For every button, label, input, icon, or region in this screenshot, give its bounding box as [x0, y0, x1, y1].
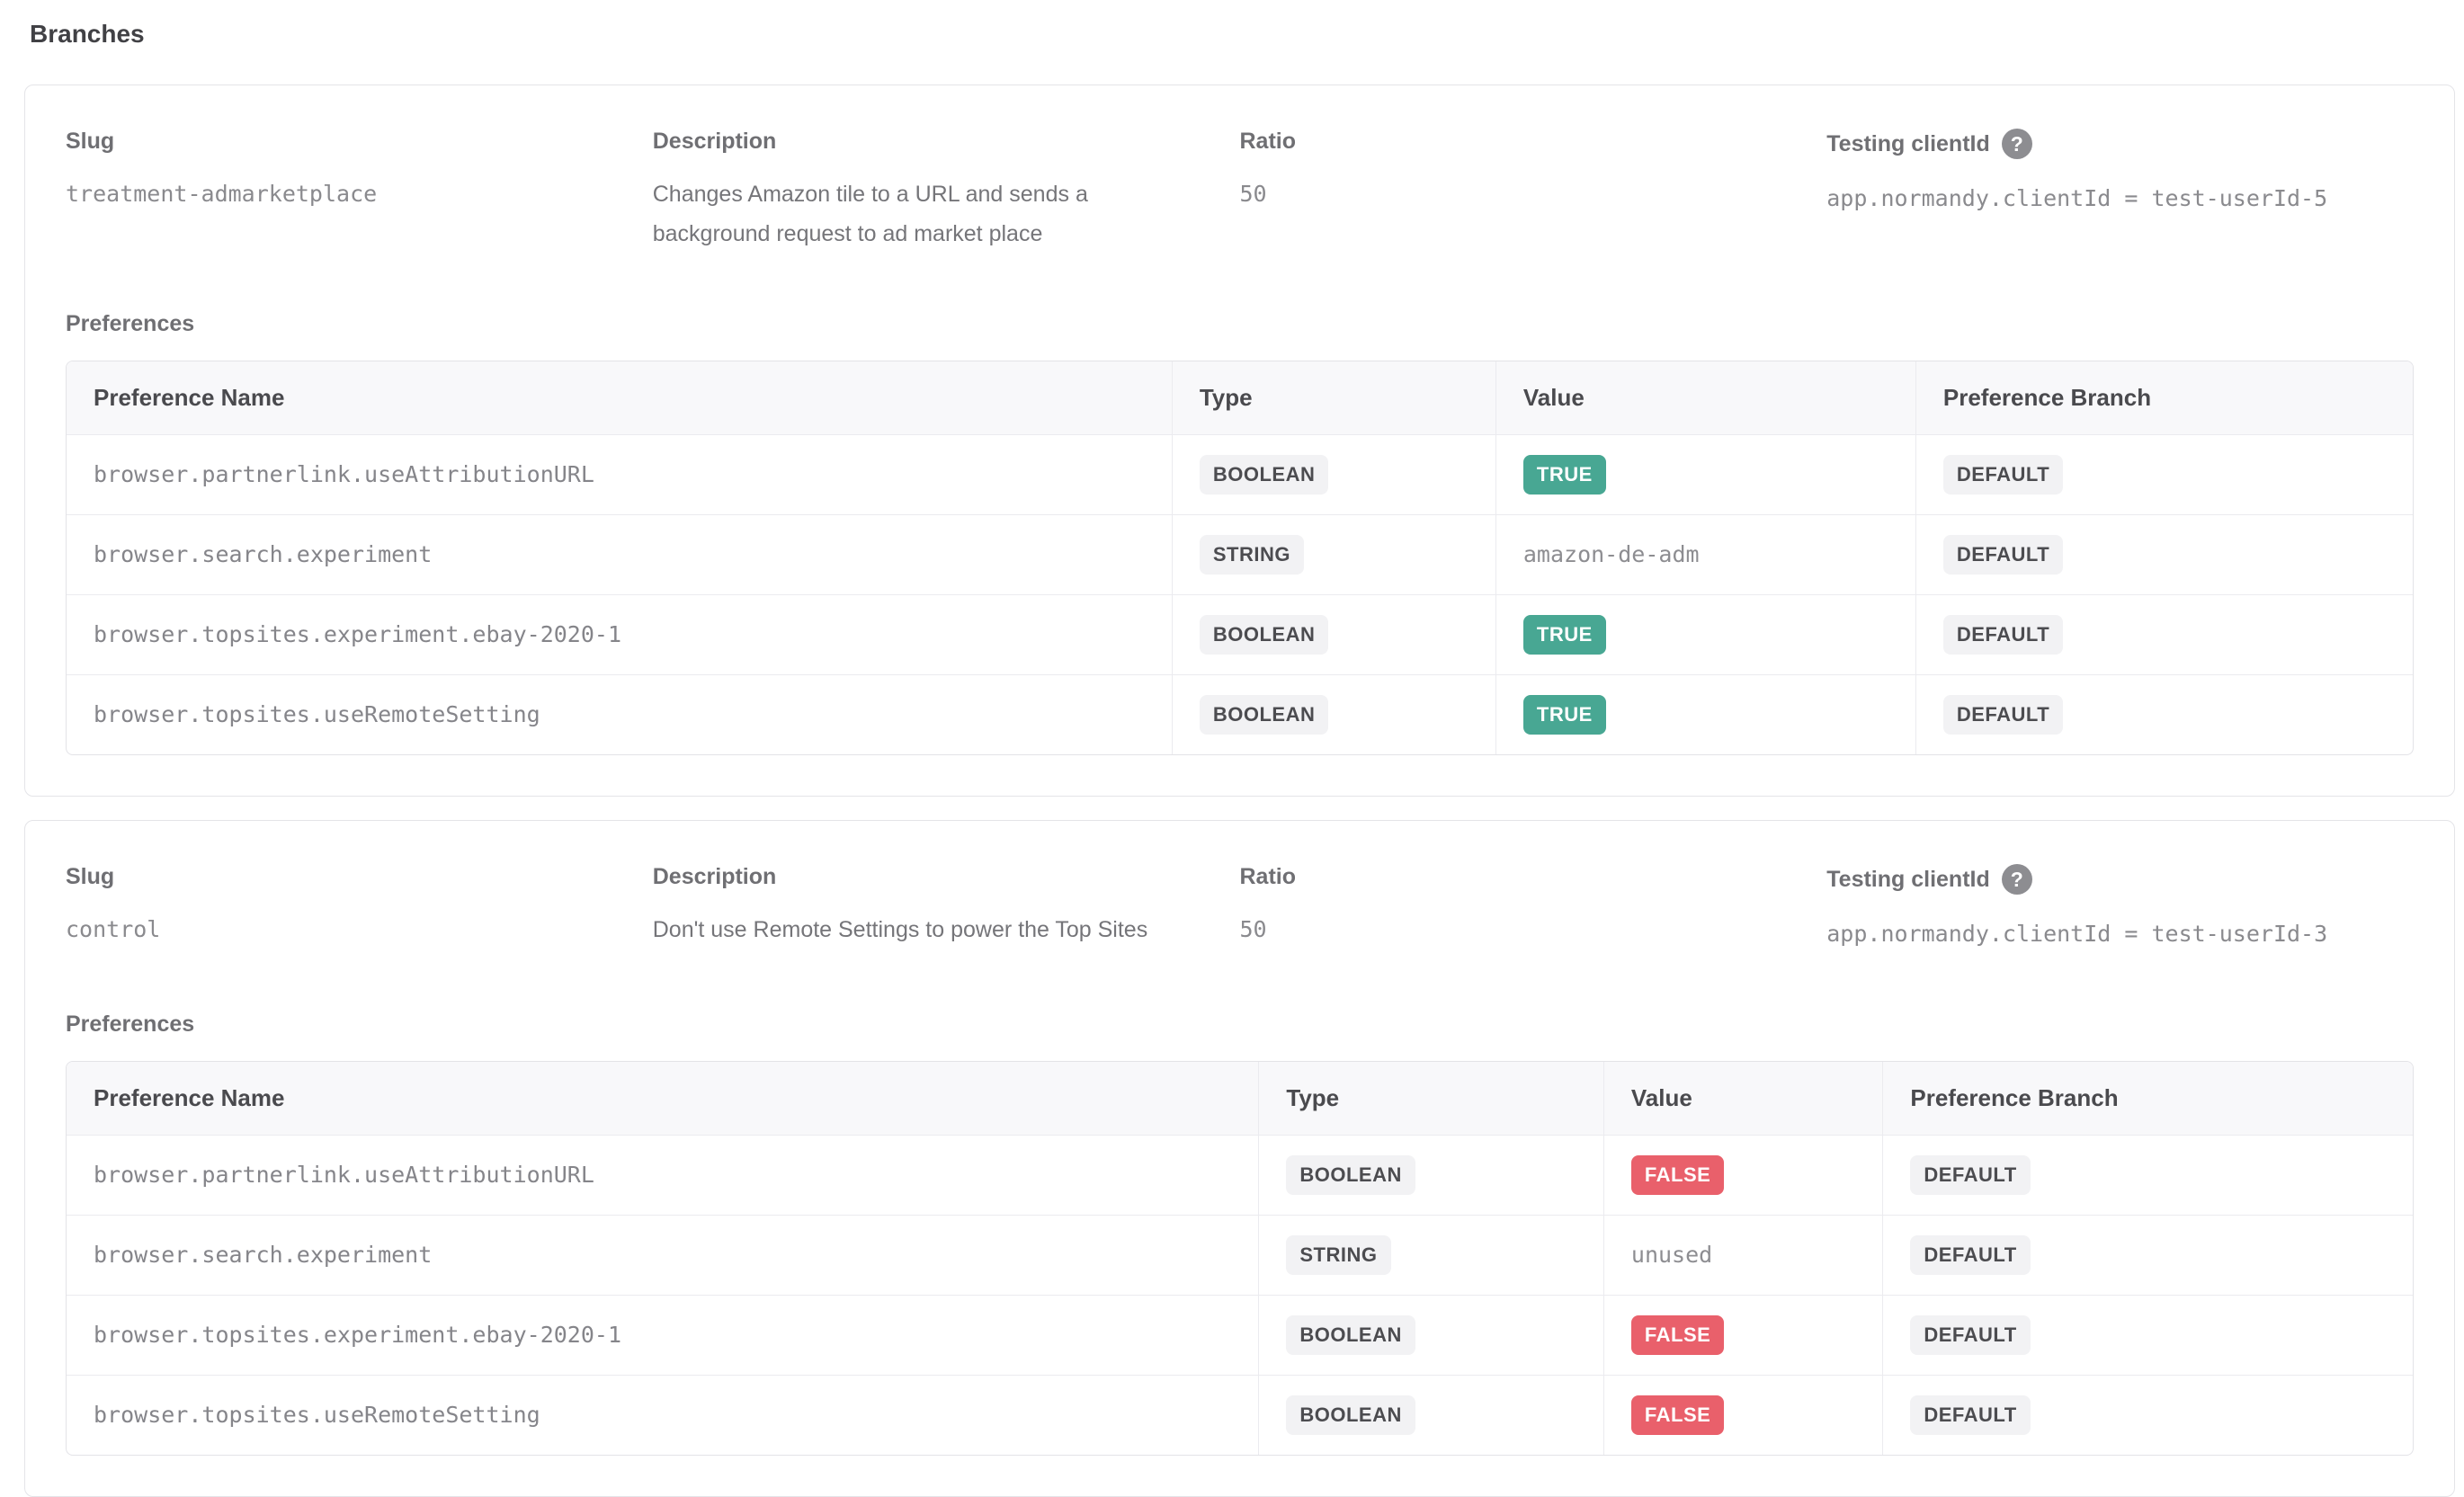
pref-name: browser.topsites.experiment.ebay-2020-1	[67, 594, 1172, 674]
help-question-icon[interactable]: ?	[2001, 864, 2032, 895]
slug-field: Slug treatment-admarketplace	[66, 129, 653, 254]
preferences-title: Preferences	[66, 311, 195, 336]
slug-value: control	[66, 916, 161, 942]
testing-clientid-label: Testing clientId ?	[1826, 864, 2414, 895]
col-preference-branch: Preference Branch	[1882, 1062, 2413, 1135]
type-badge: BOOLEAN	[1199, 615, 1329, 655]
slug-label: Slug	[66, 864, 115, 889]
preferences-title: Preferences	[66, 1011, 195, 1037]
pref-name: browser.partnerlink.useAttributionURL	[67, 434, 1172, 514]
pref-name: browser.search.experiment	[67, 1215, 1259, 1295]
branch-badge: DEFAULT	[1942, 535, 2064, 575]
col-preference-branch: Preference Branch	[1915, 361, 2413, 434]
branch-badge: DEFAULT	[1942, 695, 2064, 735]
description-value: Don't use Remote Settings to power the T…	[652, 917, 1148, 942]
page-title: Branches	[30, 20, 145, 48]
type-badge: BOOLEAN	[1199, 455, 1329, 495]
pref-name: browser.search.experiment	[67, 514, 1172, 594]
value-badge: FALSE	[1630, 1155, 1725, 1195]
type-badge: BOOLEAN	[1286, 1315, 1415, 1355]
testing-clientid-label-text: Testing clientId	[1826, 130, 1990, 156]
description-field: Description Changes Amazon tile to a URL…	[653, 129, 1240, 254]
branch-badge: DEFAULT	[1910, 1395, 2031, 1435]
branch-badge: DEFAULT	[1942, 455, 2064, 495]
pref-row: browser.topsites.useRemoteSetting BOOLEA…	[67, 674, 2413, 754]
preferences-table: Preference Name Type Value Preference Br…	[67, 361, 2413, 754]
branch-badge: DEFAULT	[1942, 615, 2064, 655]
type-badge: BOOLEAN	[1286, 1395, 1415, 1435]
description-field: Description Don't use Remote Settings to…	[653, 864, 1240, 954]
pref-name: browser.topsites.experiment.ebay-2020-1	[67, 1295, 1259, 1375]
col-preference-name: Preference Name	[67, 1062, 1259, 1135]
value-badge: TRUE	[1522, 615, 1606, 655]
pref-row: browser.partnerlink.useAttributionURL BO…	[67, 1135, 2413, 1215]
col-value: Value	[1495, 361, 1915, 434]
pref-row: browser.topsites.experiment.ebay-2020-1 …	[67, 1295, 2413, 1375]
pref-row: browser.topsites.useRemoteSetting BOOLEA…	[67, 1375, 2413, 1455]
ratio-label: Ratio	[1239, 864, 1297, 889]
preferences-table-wrap: Preference Name Type Value Preference Br…	[66, 361, 2414, 755]
type-badge: BOOLEAN	[1199, 695, 1329, 735]
value-badge: TRUE	[1522, 455, 1606, 495]
col-type: Type	[1171, 361, 1495, 434]
ratio-label: Ratio	[1239, 129, 1297, 154]
pref-name: browser.partnerlink.useAttributionURL	[67, 1135, 1259, 1215]
value-badge: FALSE	[1630, 1395, 1725, 1435]
pref-row: browser.partnerlink.useAttributionURL BO…	[67, 434, 2413, 514]
testing-clientid-value: app.normandy.clientId = test-userId-5	[1826, 185, 2328, 211]
value-badge: FALSE	[1630, 1315, 1725, 1355]
slug-value: treatment-admarketplace	[66, 181, 378, 207]
pref-row: browser.topsites.experiment.ebay-2020-1 …	[67, 594, 2413, 674]
branch-card-treatment: Slug treatment-admarketplace Description…	[24, 85, 2455, 797]
table-header-row: Preference Name Type Value Preference Br…	[67, 1062, 2413, 1135]
value-text: amazon-de-adm	[1522, 541, 1700, 567]
description-value: Changes Amazon tile to a URL and sends a…	[652, 182, 1088, 246]
table-header-row: Preference Name Type Value Preference Br…	[67, 361, 2413, 434]
value-badge: TRUE	[1522, 695, 1606, 735]
testing-clientid-field: Testing clientId ? app.normandy.clientId…	[1826, 864, 2414, 954]
testing-clientid-label: Testing clientId ?	[1826, 129, 2414, 159]
type-badge: BOOLEAN	[1286, 1155, 1415, 1195]
branch-badge: DEFAULT	[1910, 1315, 2031, 1355]
preferences-table-wrap: Preference Name Type Value Preference Br…	[66, 1061, 2414, 1456]
description-label: Description	[652, 864, 777, 889]
col-type: Type	[1258, 1062, 1603, 1135]
ratio-field: Ratio 50	[1240, 864, 1827, 954]
col-value: Value	[1602, 1062, 1883, 1135]
pref-name: browser.topsites.useRemoteSetting	[67, 1375, 1259, 1455]
slug-field: Slug control	[66, 864, 653, 954]
type-badge: STRING	[1286, 1235, 1391, 1275]
branch-card-control: Slug control Description Don't use Remot…	[24, 820, 2455, 1497]
testing-clientid-value: app.normandy.clientId = test-userId-3	[1826, 921, 2328, 947]
ratio-value: 50	[1239, 181, 1267, 207]
branch-fields: Slug treatment-admarketplace Description…	[66, 129, 2414, 254]
pref-row: browser.search.experiment STRING amazon-…	[67, 514, 2413, 594]
value-text: unused	[1630, 1242, 1713, 1268]
preferences-table: Preference Name Type Value Preference Br…	[67, 1062, 2413, 1455]
ratio-field: Ratio 50	[1240, 129, 1827, 254]
branch-badge: DEFAULT	[1910, 1155, 2031, 1195]
help-question-icon[interactable]: ?	[2001, 129, 2032, 159]
testing-clientid-field: Testing clientId ? app.normandy.clientId…	[1826, 129, 2414, 254]
slug-label: Slug	[66, 129, 115, 154]
col-preference-name: Preference Name	[67, 361, 1172, 434]
branch-badge: DEFAULT	[1910, 1235, 2031, 1275]
testing-clientid-label-text: Testing clientId	[1826, 866, 1990, 892]
branch-fields: Slug control Description Don't use Remot…	[66, 864, 2414, 954]
pref-name: browser.topsites.useRemoteSetting	[67, 674, 1172, 754]
ratio-value: 50	[1239, 916, 1267, 942]
pref-row: browser.search.experiment STRING unused …	[67, 1215, 2413, 1295]
type-badge: STRING	[1199, 535, 1304, 575]
description-label: Description	[652, 129, 777, 154]
